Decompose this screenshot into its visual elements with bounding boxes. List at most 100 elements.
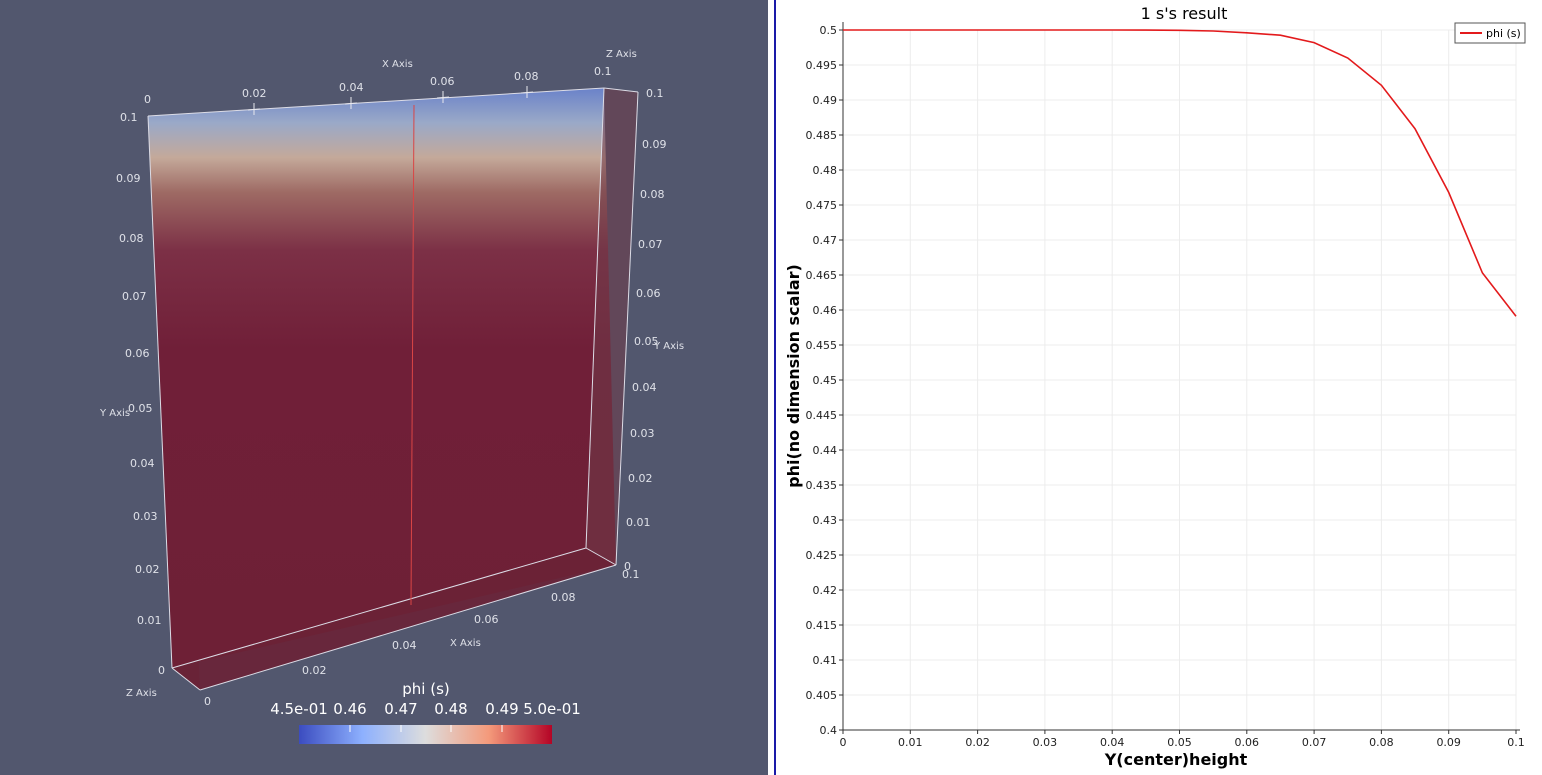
left-y-ticks: 0.1 0.09 0.08 0.07 0.06 0.05 0.04 0.03 0… (116, 111, 165, 677)
x-tick-label: 0.07 (1302, 736, 1327, 749)
colorbar-label: 0.46 (333, 700, 366, 718)
tick-label: 0 (144, 93, 151, 106)
tick-label: 0.01 (137, 614, 162, 627)
chart-series (843, 29, 1517, 317)
tick-label: 0.02 (135, 563, 160, 576)
tick-label: 0.04 (632, 381, 657, 394)
tick-label: 0.06 (430, 75, 455, 88)
tick-label: 0.05 (128, 402, 153, 415)
x-tick-label: 0.01 (898, 736, 923, 749)
y-tick-label: 0.48 (813, 164, 838, 177)
x-axis-label: Y(center)height (1104, 750, 1248, 769)
active-view-border (774, 0, 776, 775)
colorbar-gradient (299, 725, 552, 744)
tick-label: 0.04 (339, 81, 364, 94)
tick-label: 0.06 (125, 347, 150, 360)
tick-label: 0.02 (242, 87, 267, 100)
view-splitter[interactable] (768, 0, 776, 775)
y-tick-label: 0.49 (813, 94, 838, 107)
tick-label: 0 (624, 560, 631, 573)
colorbar-label: 5.0e-01 (523, 700, 581, 718)
colorbar-title: phi (s) (402, 680, 449, 698)
chart-legend[interactable]: phi (s) (1454, 22, 1526, 44)
color-legend[interactable]: phi (s) 4.5e-01 0.46 0.47 0.48 0.49 5.0e… (270, 680, 581, 744)
y-tick-label: 0.475 (806, 199, 838, 212)
tick-label: 0 (158, 664, 165, 677)
top-x-ticks: 0 0.02 0.04 0.06 0.08 0.1 (144, 65, 612, 106)
tick-label: 0.1 (120, 111, 138, 124)
y-tick-label: 0.46 (813, 304, 838, 317)
x-tick-label: 0.05 (1167, 736, 1192, 749)
x-tick-label: 0.03 (1033, 736, 1058, 749)
y-tick-label: 0.445 (806, 409, 838, 422)
tick-label: 0.1 (646, 87, 664, 100)
y-tick-label: 0.415 (806, 619, 838, 632)
y-tick-label: 0.45 (813, 374, 838, 387)
y-tick-label: 0.405 (806, 689, 838, 702)
tick-label: 0.04 (392, 639, 417, 652)
line-chart[interactable]: 0 0.01 0.02 0.03 0.04 0.05 0.06 0.07 0.08 0.09 0.1… (776, 0, 1542, 775)
y-tick-label: 0.42 (813, 584, 838, 597)
domain-bottom-face (172, 548, 616, 690)
x-tick-label: 0.02 (965, 736, 990, 749)
tick-label: 0.02 (302, 664, 327, 677)
tick-label: 0.08 (119, 232, 144, 245)
render-view-canvas[interactable]: X Axis Z Axis Y Axis Y Axis X Axis Z Axi… (0, 0, 768, 775)
y-axis-title-right: Y Axis (653, 341, 684, 352)
x-axis-title-bottom: X Axis (450, 638, 481, 649)
y-axis-ticks: 0.4 0.405 0.41 0.415 0.42 0.425 0.43 0.435 0.44 0… (806, 24, 843, 737)
tick-label: 0.07 (122, 290, 147, 303)
legend-box (1454, 22, 1526, 44)
tick-label: 0.02 (628, 472, 653, 485)
colorbar-label: 0.47 (384, 700, 417, 718)
y-tick-label: 0.435 (806, 479, 838, 492)
tick-label: 0.08 (640, 188, 665, 201)
line-chart-view[interactable]: 0 0.01 0.02 0.03 0.04 0.05 0.06 0.07 0.08 0.09 0.1… (776, 0, 1542, 775)
x-tick-label: 0.04 (1100, 736, 1125, 749)
domain-front-face (148, 88, 616, 668)
z-axis-title-bottom: Z Axis (126, 688, 157, 699)
y-tick-label: 0.495 (806, 59, 838, 72)
y-axis-title-left: Y Axis (99, 408, 130, 419)
z-axis-title-top: Z Axis (606, 49, 637, 60)
x-tick-label: 0.08 (1369, 736, 1394, 749)
tick-label: 0.09 (116, 172, 141, 185)
colorbar-label: 4.5e-01 (270, 700, 328, 718)
colorbar-label: 0.48 (434, 700, 467, 718)
x-tick-label: 0.06 (1235, 736, 1260, 749)
tick-label: 0.06 (474, 613, 499, 626)
bottom-x-ticks: 0.02 0.04 0.06 0.08 0 (204, 591, 576, 708)
x-tick-label: 0.09 (1436, 736, 1461, 749)
y-tick-label: 0.47 (813, 234, 838, 247)
tick-label: 0.01 (626, 516, 651, 529)
series-line-phi (843, 29, 1517, 317)
x-axis-title-top: X Axis (382, 59, 413, 70)
tick-label: 0.04 (130, 457, 155, 470)
y-axis-label: phi(no dimension scalar) (784, 264, 803, 488)
right-y-ticks: 0.1 0.09 0.08 0.07 0.06 0.05 0.04 0.03 0… (622, 87, 667, 581)
render-view-3d[interactable]: X Axis Z Axis Y Axis Y Axis X Axis Z Axi… (0, 0, 768, 775)
tick-label: 0 (204, 695, 211, 708)
legend-entry: phi (s) (1486, 27, 1521, 40)
tick-label: 0.05 (634, 335, 659, 348)
chart-axes (842, 22, 1520, 731)
tick-label: 0.03 (133, 510, 158, 523)
y-tick-label: 0.465 (806, 269, 838, 282)
tick-label: 0.07 (638, 238, 663, 251)
tick-label: 0.08 (551, 591, 576, 604)
x-tick-label: 0 (840, 736, 847, 749)
colorbar-label: 0.49 (485, 700, 518, 718)
y-tick-label: 0.455 (806, 339, 838, 352)
x-axis-ticks: 0 0.01 0.02 0.03 0.04 0.05 0.06 0.07 0.08 0.09 0.1 (840, 730, 1525, 749)
tick-label: 0.08 (514, 70, 539, 83)
x-tick-label: 0.1 (1507, 736, 1525, 749)
tick-label: 0.09 (642, 138, 667, 151)
chart-title: 1 s's result (1141, 4, 1228, 23)
chart-grid (842, 29, 1517, 731)
y-tick-label: 0.44 (813, 444, 838, 457)
tick-label: 0.1 (594, 65, 612, 78)
y-tick-label: 0.4 (820, 724, 838, 737)
center-line (410, 104, 415, 606)
y-tick-label: 0.43 (813, 514, 838, 527)
domain-right-face (586, 88, 638, 565)
